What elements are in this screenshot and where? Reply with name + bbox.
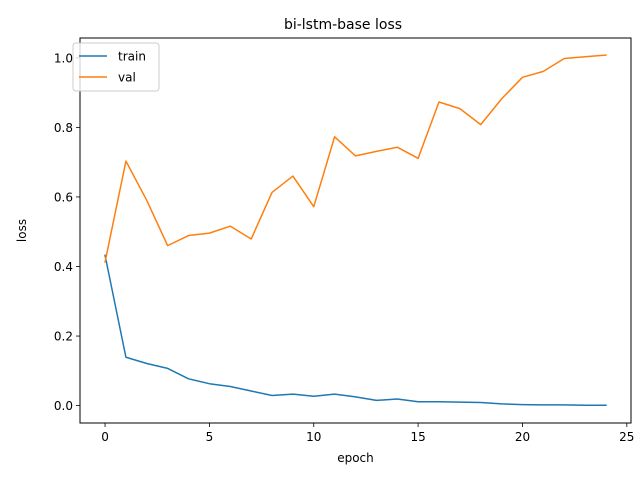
x-tick-label: 0 [101, 430, 109, 444]
y-tick-label: 0.0 [54, 399, 73, 413]
series-line-val [104, 54, 607, 263]
series-line-train [104, 254, 607, 407]
y-tick-label: 1.0 [54, 51, 73, 65]
x-tick-label: 10 [306, 430, 321, 444]
y-tick-label: 0.2 [54, 330, 73, 344]
x-tick-label: 15 [410, 430, 425, 444]
x-tick-label: 5 [206, 430, 214, 444]
x-axis-label: epoch [337, 451, 374, 465]
y-tick-label: 0.8 [54, 121, 73, 135]
chart-title: bi-lstm-base loss [284, 17, 402, 33]
y-axis-label: loss [15, 219, 29, 242]
y-tick-label: 0.4 [54, 260, 73, 274]
x-tick-label: 20 [515, 430, 530, 444]
plot-area-frame [79, 37, 632, 424]
y-tick-label: 0.6 [54, 190, 73, 204]
x-tick-label: 25 [619, 430, 634, 444]
legend-box [72, 42, 160, 92]
legend-label-val: val [118, 71, 136, 85]
legend: train val [72, 42, 160, 92]
legend-label-train: train [118, 50, 146, 64]
